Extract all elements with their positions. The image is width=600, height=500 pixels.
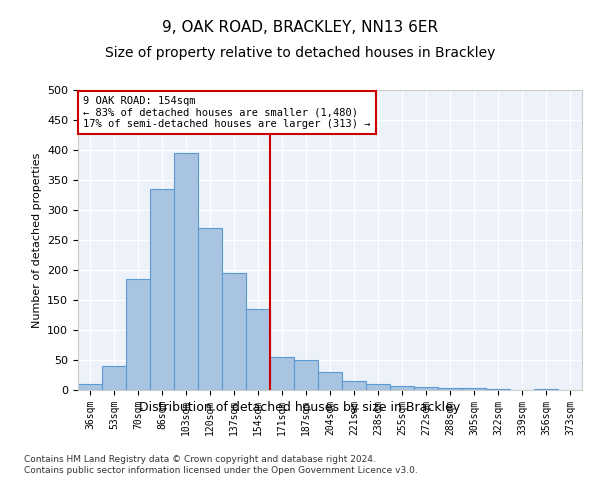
Bar bbox=[174, 153, 198, 390]
Bar bbox=[414, 387, 438, 390]
Bar bbox=[270, 357, 294, 390]
Bar bbox=[462, 388, 486, 390]
Text: Size of property relative to detached houses in Brackley: Size of property relative to detached ho… bbox=[105, 46, 495, 60]
Y-axis label: Number of detached properties: Number of detached properties bbox=[32, 152, 41, 328]
Bar bbox=[318, 372, 342, 390]
Bar bbox=[222, 273, 246, 390]
Text: Contains HM Land Registry data © Crown copyright and database right 2024.
Contai: Contains HM Land Registry data © Crown c… bbox=[24, 456, 418, 474]
Bar bbox=[198, 228, 222, 390]
Bar bbox=[342, 381, 366, 390]
Text: 9, OAK ROAD, BRACKLEY, NN13 6ER: 9, OAK ROAD, BRACKLEY, NN13 6ER bbox=[162, 20, 438, 35]
Bar bbox=[246, 309, 270, 390]
Bar bbox=[438, 388, 462, 390]
Bar bbox=[390, 386, 414, 390]
Bar bbox=[294, 360, 318, 390]
Bar bbox=[150, 189, 174, 390]
Text: 9 OAK ROAD: 154sqm
← 83% of detached houses are smaller (1,480)
17% of semi-deta: 9 OAK ROAD: 154sqm ← 83% of detached hou… bbox=[83, 96, 371, 129]
Bar bbox=[366, 384, 390, 390]
Bar bbox=[102, 366, 126, 390]
Bar bbox=[78, 384, 102, 390]
Text: Distribution of detached houses by size in Brackley: Distribution of detached houses by size … bbox=[139, 401, 461, 414]
Bar bbox=[126, 279, 150, 390]
